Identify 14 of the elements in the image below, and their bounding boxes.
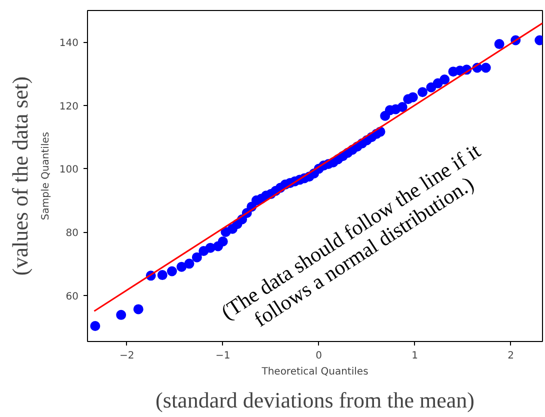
y-axis-title: Sample Quantiles bbox=[40, 132, 52, 220]
y-tick-label: 120 bbox=[59, 101, 79, 112]
x-tick-label: 2 bbox=[508, 350, 514, 362]
x-axis-title: Theoretical Quantiles bbox=[260, 366, 368, 378]
x-tick-label: −2 bbox=[119, 350, 134, 362]
x-tick-label: 0 bbox=[316, 350, 322, 362]
y-tick-label: 140 bbox=[59, 38, 79, 50]
y-tick-label: 100 bbox=[59, 164, 79, 176]
x-tick-label: −1 bbox=[215, 350, 230, 362]
x-tick-label: 1 bbox=[412, 350, 418, 362]
text: (standard deviations from the mean) bbox=[156, 388, 474, 412]
y-tick-label: 80 bbox=[66, 228, 79, 240]
y-tick-label: 60 bbox=[66, 291, 79, 302]
text: (values of the data set) bbox=[8, 76, 32, 276]
